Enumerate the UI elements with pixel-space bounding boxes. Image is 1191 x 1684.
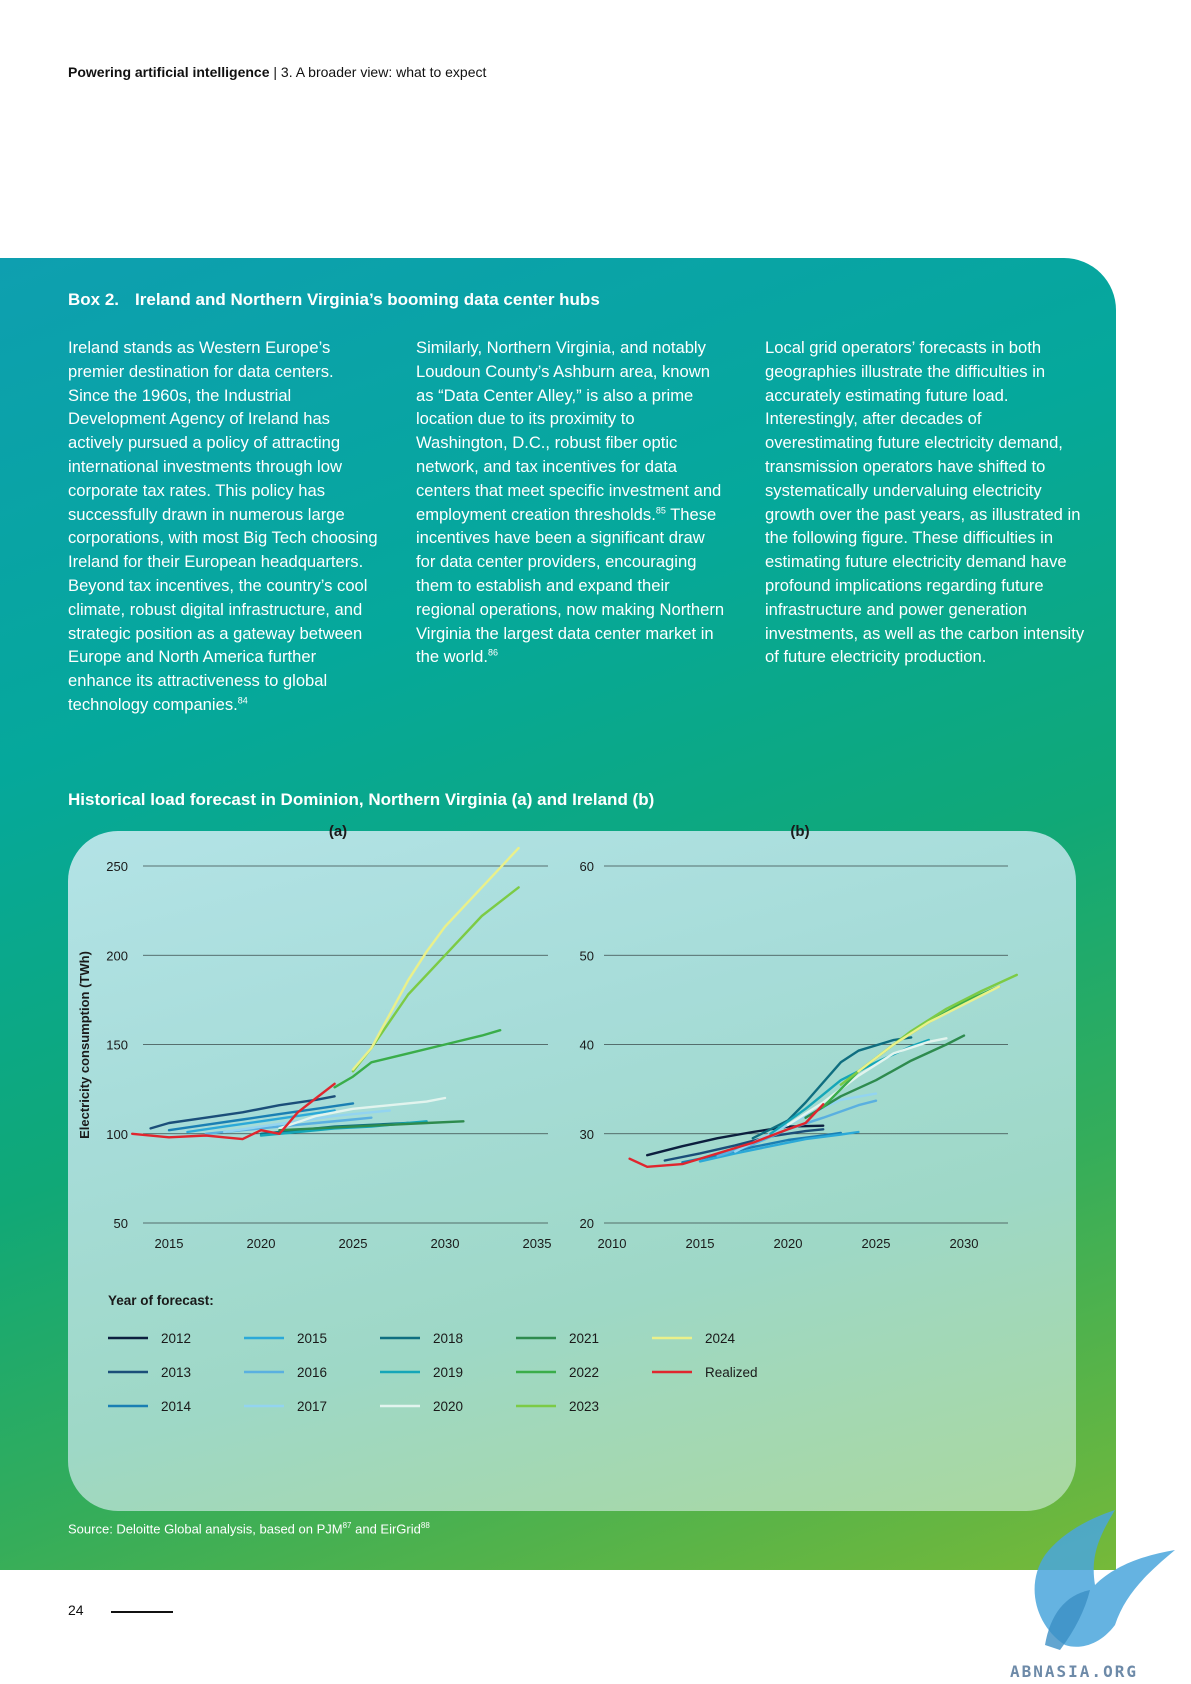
box-heading: Ireland and Northern Virginia’s booming … [135,290,600,309]
text-column-2: Similarly, Northern Virginia, and notabl… [416,336,726,669]
x-tick-label: 2035 [523,1236,552,1251]
x-tick-label: 2020 [247,1236,276,1251]
legend-label: 2017 [297,1399,327,1414]
legend-label: Realized [705,1365,758,1380]
footnote-ref-87: 87 [342,1521,352,1530]
x-tick-label: 2010 [598,1236,627,1251]
document-title: Powering artificial intelligence [68,64,270,80]
legend-label: 2024 [705,1331,736,1346]
chart-title: Historical load forecast in Dominion, No… [68,790,655,809]
series-line-2024 [857,985,1001,1073]
legend-label: 2020 [433,1399,463,1414]
y-tick-label: 50 [114,1216,128,1231]
text-column-1: Ireland stands as Western Europe’s premi… [68,336,378,717]
y-tick-label: 100 [106,1127,128,1142]
section-title: 3. A broader view: what to expect [280,64,487,80]
footnote-ref-86: 86 [487,647,498,658]
series-line-2020 [786,1037,948,1127]
page-rule [111,1611,173,1613]
y-tick-label: 40 [580,1038,594,1053]
box-title: Box 2. Ireland and Northern Virginia’s bo… [68,290,600,310]
legend-label: 2012 [161,1331,191,1346]
legend-label: 2014 [161,1399,192,1414]
x-tick-label: 2030 [950,1236,979,1251]
y-axis-label: Electricity consumption (TWh) [77,951,92,1139]
footnote-ref-85: 85 [655,505,666,516]
chart-panel-title: (b) [790,823,809,840]
source-note: Source: Deloitte Global analysis, based … [68,1521,430,1536]
series-line-2015 [186,1109,336,1134]
y-tick-label: 60 [580,859,594,874]
series-line-2013 [149,1095,336,1130]
footnote-ref-88: 88 [420,1521,430,1530]
series-line-2020 [278,1096,447,1130]
header-separator: | [269,64,281,80]
chart-panel-title: (a) [329,823,347,840]
legend-label: 2021 [569,1331,599,1346]
legend-label: 2019 [433,1365,463,1380]
legend-label: 2023 [569,1399,599,1414]
column-1-text: Ireland stands as Western Europe’s premi… [68,338,378,714]
legend-label: 2018 [433,1331,463,1346]
y-tick-label: 30 [580,1127,594,1142]
x-tick-label: 2025 [862,1236,891,1251]
column-2-text-a: Similarly, Northern Virginia, and notabl… [416,338,722,524]
series-line-2024 [351,846,520,1071]
footnote-ref-84: 84 [237,695,248,706]
x-tick-label: 2030 [431,1236,460,1251]
legend-label: 2015 [297,1331,327,1346]
series-line-2021 [278,1120,465,1132]
series-line-2023 [351,886,520,1073]
column-3-text: Local grid operators’ forecasts in both … [765,338,1085,667]
series-line-2021 [804,1034,966,1119]
y-tick-label: 250 [106,859,128,874]
legend-title: Year of forecast: [108,1293,214,1308]
chart-panel [68,831,1076,1511]
series-line-2015 [698,1130,860,1163]
y-tick-label: 20 [580,1216,594,1231]
series-line-realized [130,1082,336,1141]
y-tick-label: 150 [106,1038,128,1053]
series-line-2013 [663,1128,825,1162]
x-tick-label: 2025 [339,1236,368,1251]
legend-label: 2022 [569,1365,599,1380]
source-mid: and EirGrid [351,1521,421,1537]
series-line-2014 [167,1102,355,1132]
y-tick-label: 50 [580,948,594,963]
watermark-griffin-icon [1034,1510,1175,1650]
running-header: Powering artificial intelligence | 3. A … [68,64,486,80]
chart-a [130,846,548,1224]
column-2-text-b: These incentives have been a significant… [416,504,725,667]
text-column-3: Local grid operators’ forecasts in both … [765,336,1090,669]
series-line-2017 [222,1109,391,1134]
legend-label: 2013 [161,1365,191,1380]
x-tick-label: 2020 [774,1236,803,1251]
y-tick-label: 200 [106,948,128,963]
page-number: 24 [68,1602,84,1618]
series-line-2022 [333,1028,502,1089]
legend-label: 2016 [297,1365,327,1380]
x-tick-label: 2015 [686,1236,715,1251]
x-tick-label: 2015 [155,1236,184,1251]
watermark-text: ABNASIA.ORG [1010,1662,1138,1681]
box-label: Box 2. [68,290,120,309]
source-text: Source: Deloitte Global analysis, based … [68,1521,343,1537]
series-line-realized [628,1103,825,1169]
chart-b [604,865,1018,1224]
